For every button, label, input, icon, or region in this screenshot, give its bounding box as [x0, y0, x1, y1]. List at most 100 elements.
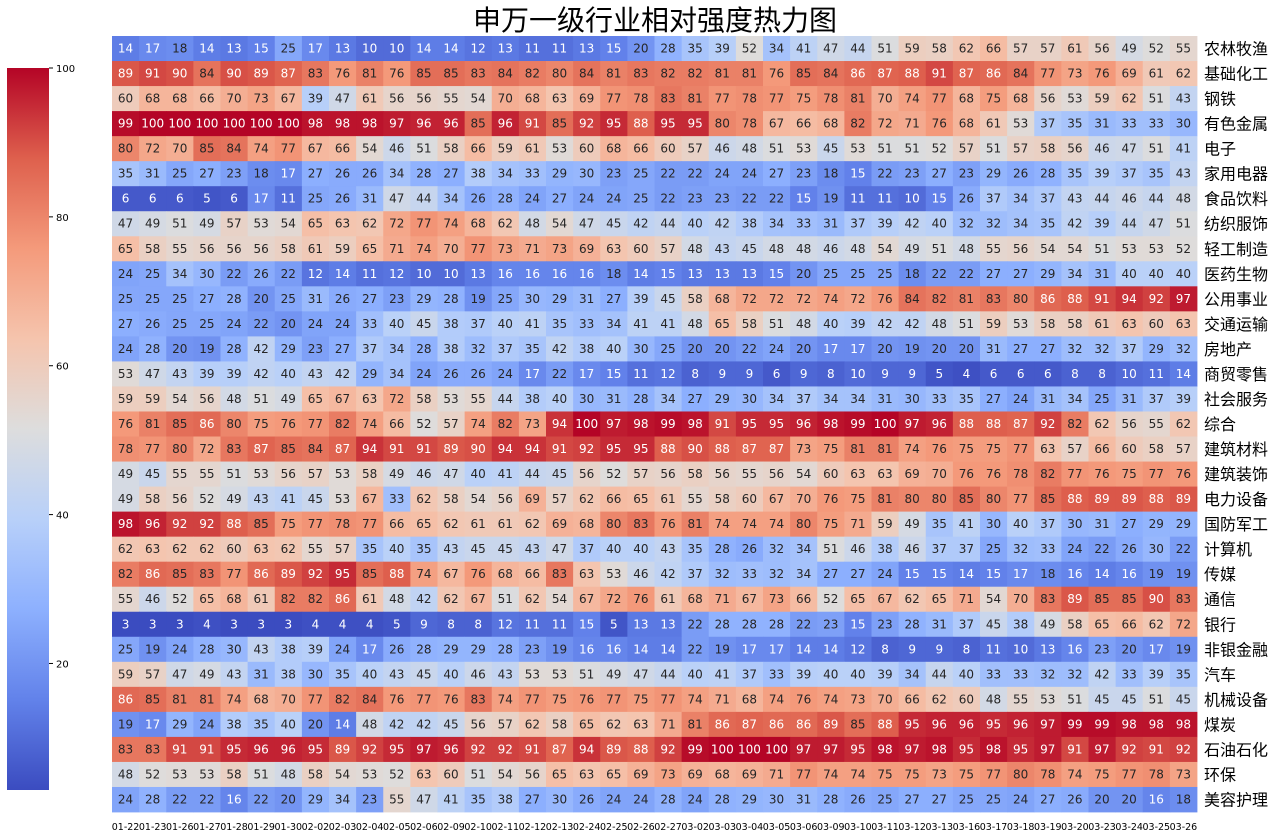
cell-value-label: 94 — [362, 442, 377, 456]
heatmap-cell — [410, 761, 438, 788]
heatmap-cell — [220, 761, 249, 788]
cell-value-label: 30 — [199, 267, 214, 281]
cell-value-label: 39 — [308, 642, 323, 656]
cell-value-label: 11 — [362, 267, 377, 281]
cell-value-label: 67 — [308, 142, 323, 156]
heatmap-cell — [1034, 461, 1062, 487]
heatmap-cell — [464, 261, 493, 287]
cell-value-label: 89 — [1094, 492, 1109, 506]
heatmap-cell — [681, 361, 710, 387]
heatmap-cell — [518, 86, 547, 112]
cell-value-label: 32 — [1013, 542, 1028, 556]
cell-value-label: 56 — [199, 392, 214, 406]
cell-value-label: 56 — [254, 242, 269, 256]
heatmap-cell — [220, 86, 249, 112]
cell-value-label: 72 — [606, 592, 621, 606]
cell-value-label: 46 — [389, 142, 404, 156]
cell-value-label: 74 — [498, 692, 513, 706]
cell-value-label: 16 — [226, 792, 241, 806]
cell-value-label: 24 — [579, 192, 594, 206]
heatmap-cell — [1061, 486, 1089, 513]
cell-value-label: 31 — [932, 617, 947, 631]
cell-value-label: 69 — [1122, 67, 1137, 81]
cell-value-label: 74 — [416, 567, 431, 581]
cell-value-label: 74 — [226, 692, 241, 706]
cell-value-label: 51 — [1094, 242, 1109, 256]
cell-value-label: 61 — [362, 592, 377, 606]
heatmap-cell — [898, 386, 927, 412]
cell-value-label: 40 — [1176, 267, 1191, 281]
cell-value-label: 95 — [769, 417, 784, 431]
cell-value-label: 85 — [1040, 492, 1055, 506]
cell-value-label: 74 — [823, 292, 838, 306]
row-label: 商贸零售 — [1204, 365, 1268, 384]
heatmap-cell — [410, 736, 438, 763]
heatmap-cell — [980, 111, 1008, 137]
heatmap-cell — [491, 386, 520, 412]
heatmap-cell — [1034, 761, 1062, 788]
heatmap-cell — [898, 136, 927, 162]
heatmap-cell — [952, 86, 981, 112]
heatmap-cell — [112, 786, 140, 813]
cell-value-label: 29 — [1176, 517, 1191, 531]
heatmap-cell — [220, 36, 249, 62]
cell-value-label: 49 — [389, 467, 404, 481]
cell-value-label: 80 — [986, 492, 1001, 506]
heatmap-cell — [1169, 461, 1198, 487]
cell-value-label: 42 — [715, 217, 730, 231]
heatmap-cell — [871, 661, 900, 688]
heatmap-cell — [1142, 161, 1171, 187]
cell-value-label: 33 — [742, 567, 757, 581]
heatmap-cell — [654, 236, 683, 262]
cell-value-label: 66 — [633, 142, 648, 156]
cell-value-label: 55 — [308, 542, 323, 556]
heatmap-cell — [139, 661, 167, 688]
heatmap-cell — [220, 461, 249, 487]
heatmap-cell — [356, 111, 384, 137]
cell-value-label: 35 — [335, 667, 350, 681]
cell-value-label: 77 — [145, 442, 160, 456]
cell-value-label: 53 — [1149, 242, 1164, 256]
cell-value-label: 58 — [281, 242, 296, 256]
heatmap-cell — [1115, 286, 1144, 312]
cell-value-label: 77 — [1040, 67, 1055, 81]
heatmap-cell — [1007, 86, 1035, 112]
cell-value-label: 35 — [118, 167, 133, 181]
heatmap-cell — [844, 736, 872, 763]
cell-value-label: 31 — [362, 192, 377, 206]
cell-value-label: 19 — [118, 717, 133, 731]
cell-value-label: 65 — [633, 492, 648, 506]
column-label: 01-29 — [247, 822, 275, 833]
cell-value-label: 56 — [1094, 42, 1109, 56]
heatmap-cell — [329, 411, 357, 437]
cell-value-label: 95 — [986, 717, 1001, 731]
cell-value-label: 74 — [471, 417, 486, 431]
cell-value-label: 23 — [959, 167, 974, 181]
cell-value-label: 59 — [877, 517, 892, 531]
heatmap-cell — [383, 211, 411, 237]
cell-value-label: 85 — [172, 417, 187, 431]
row-label: 食品饮料 — [1204, 190, 1268, 209]
cell-value-label: 30 — [525, 292, 540, 306]
cell-value-label: 20 — [308, 717, 323, 731]
cell-value-label: 62 — [118, 542, 133, 556]
heatmap-cell — [329, 561, 357, 588]
heatmap-cells: 14 17 18 14 13 15 25 17 13 10 10 14 14 12 13 11 11 13 15 20… — [112, 36, 1198, 813]
cell-value-label: 40 — [281, 367, 296, 381]
cell-value-label: 53 — [552, 667, 567, 681]
cell-value-label: 22 — [688, 167, 703, 181]
heatmap-cell — [329, 111, 357, 137]
heatmap-cell — [600, 661, 628, 688]
cell-value-label: 9 — [718, 367, 726, 381]
cell-value-label: 75 — [986, 92, 1001, 106]
row-label: 计算机 — [1204, 540, 1252, 559]
heatmap-cell — [735, 436, 764, 462]
heatmap-cell — [735, 236, 764, 262]
heatmap-cell — [166, 786, 194, 813]
cell-value-label: 45 — [416, 667, 431, 681]
cell-value-label: 98 — [362, 117, 377, 131]
cell-value-label: 28 — [1040, 167, 1055, 181]
heatmap-cell — [301, 711, 330, 738]
heatmap-cell — [356, 311, 384, 337]
cell-value-label: 55 — [443, 92, 458, 106]
